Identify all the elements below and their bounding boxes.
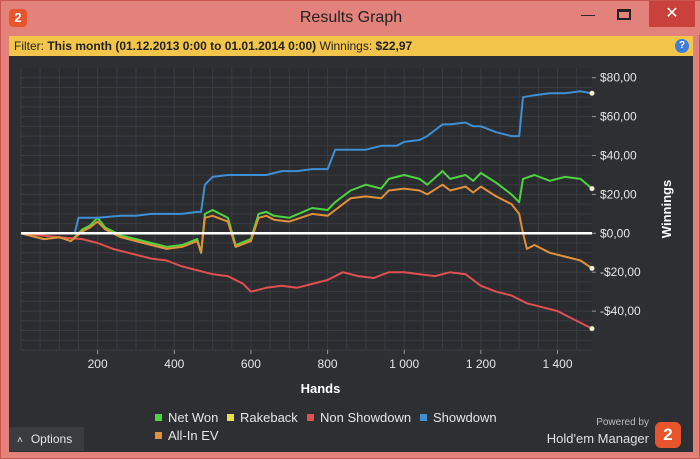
legend-label: Net Won: [168, 410, 219, 425]
results-chart[interactable]: 200 400 600 800 1 000 1 200 1 400 $80,00 $60,00 $…: [9, 56, 693, 452]
series-end-marker: [589, 265, 595, 271]
chevron-up-icon: ˄: [17, 435, 23, 446]
y-tick-label: $40,00: [600, 149, 637, 163]
filter-value: This month (01.12.2013 0:00 to 01.01.201…: [47, 39, 317, 53]
graph-panel: 200 400 600 800 1 000 1 200 1 400 $80,00 $60,00 $…: [9, 56, 693, 452]
winnings-value: $22,97: [375, 39, 413, 53]
series-end-marker: [589, 186, 595, 192]
y-tick-label: -$20,00: [600, 265, 641, 279]
winnings-label: Winnings:: [319, 39, 373, 53]
legend-item-showdown[interactable]: Showdown: [420, 410, 497, 425]
y-tick-label: -$40,00: [600, 304, 641, 318]
maximize-button[interactable]: [607, 1, 641, 27]
brand-logo-icon: 2: [655, 422, 681, 448]
help-icon[interactable]: ?: [675, 39, 689, 53]
y-tick-label: $60,00: [600, 110, 637, 124]
maximize-icon: [617, 9, 631, 20]
y-tick-label: $0,00: [600, 226, 630, 240]
legend-label: Non Showdown: [320, 410, 412, 425]
legend-label: Rakeback: [240, 410, 298, 425]
legend-item-all-in-ev[interactable]: All-In EV: [155, 428, 219, 443]
filter-label: Filter:: [14, 39, 44, 53]
window-title: Results Graph: [299, 9, 403, 26]
y-axis-title: Winnings: [659, 180, 674, 238]
x-tick-label: 1 400: [542, 357, 572, 371]
app-logo-icon: 2: [9, 9, 27, 27]
series-end-marker: [589, 90, 595, 96]
legend-item-net-won[interactable]: Net Won: [155, 410, 218, 425]
powered-by-text: Powered by: [596, 417, 649, 428]
series-line-non-showdown[interactable]: [20, 232, 593, 330]
x-tick-label: 800: [318, 357, 338, 371]
y-tick-label: $80,00: [600, 71, 637, 85]
plot-area: [21, 68, 592, 350]
legend-swatch: [420, 414, 427, 421]
minimize-button[interactable]: —: [581, 6, 595, 22]
series-line-showdown[interactable]: [21, 90, 593, 235]
brand-name: Hold'em Manager: [546, 431, 649, 446]
legend-swatch: [307, 414, 314, 421]
legend-swatch: [155, 432, 162, 439]
series-line-all-in-ev[interactable]: [20, 183, 593, 270]
legend-label: All-In EV: [168, 428, 219, 443]
legend-item-rakeback[interactable]: Rakeback: [227, 410, 298, 425]
legend-swatch: [227, 414, 234, 421]
y-tick-label: $20,00: [600, 187, 637, 201]
legend-item-non-showdown[interactable]: Non Showdown: [307, 410, 411, 425]
x-tick-label: 1 000: [389, 357, 419, 371]
x-tick-label: 1 200: [466, 357, 496, 371]
filter-bar: Filter: This month (01.12.2013 0:00 to 0…: [9, 36, 693, 56]
x-tick-label: 400: [164, 357, 184, 371]
legend-label: Showdown: [433, 410, 497, 425]
options-label: Options: [30, 432, 73, 446]
title-bar[interactable]: 2 Results Graph — ✕: [1, 1, 700, 35]
options-button[interactable]: ˄ Options: [9, 427, 84, 451]
legend-swatch: [155, 414, 162, 421]
x-tick-label: 200: [88, 357, 108, 371]
close-button[interactable]: ✕: [649, 1, 695, 27]
x-axis-title: Hands: [301, 381, 341, 396]
series-end-marker: [589, 326, 595, 332]
x-tick-label: 600: [241, 357, 261, 371]
